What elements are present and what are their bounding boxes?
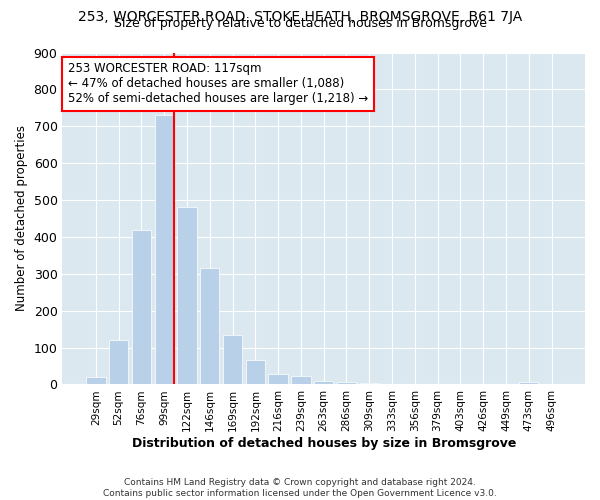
- Bar: [86, 377, 106, 384]
- Bar: [223, 336, 242, 384]
- Text: 253 WORCESTER ROAD: 117sqm
← 47% of detached houses are smaller (1,088)
52% of s: 253 WORCESTER ROAD: 117sqm ← 47% of deta…: [68, 62, 368, 106]
- Bar: [178, 208, 197, 384]
- Text: 253, WORCESTER ROAD, STOKE HEATH, BROMSGROVE, B61 7JA: 253, WORCESTER ROAD, STOKE HEATH, BROMSG…: [78, 10, 522, 24]
- Bar: [109, 340, 128, 384]
- Bar: [245, 360, 265, 384]
- Bar: [132, 230, 151, 384]
- X-axis label: Distribution of detached houses by size in Bromsgrove: Distribution of detached houses by size …: [131, 437, 516, 450]
- Bar: [268, 374, 288, 384]
- Bar: [200, 268, 220, 384]
- Bar: [155, 115, 174, 384]
- Bar: [291, 376, 311, 384]
- Bar: [337, 382, 356, 384]
- Bar: [314, 381, 334, 384]
- Bar: [359, 382, 379, 384]
- Y-axis label: Number of detached properties: Number of detached properties: [15, 126, 28, 312]
- Text: Contains HM Land Registry data © Crown copyright and database right 2024.
Contai: Contains HM Land Registry data © Crown c…: [103, 478, 497, 498]
- Text: Size of property relative to detached houses in Bromsgrove: Size of property relative to detached ho…: [113, 18, 487, 30]
- Bar: [519, 382, 538, 384]
